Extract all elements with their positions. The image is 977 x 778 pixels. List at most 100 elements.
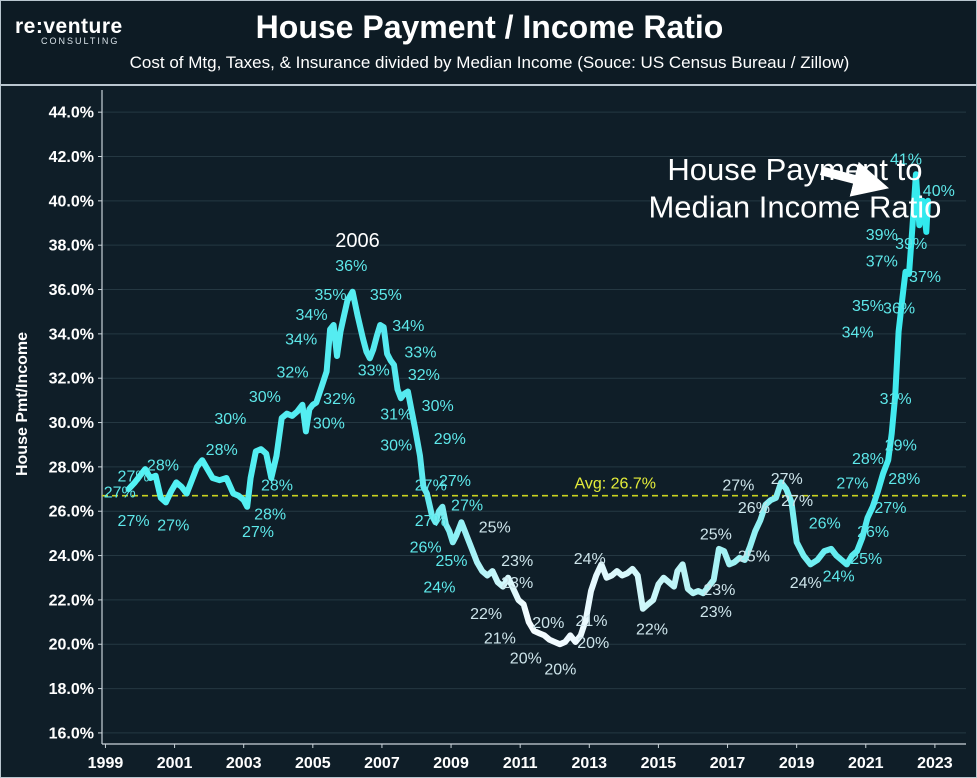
data-label: 30%: [249, 389, 281, 406]
y-tick-labels: 16.0% 18.0% 20.0% 22.0% 24.0% 26.0% 28.0% 30.0%…: [49, 105, 94, 743]
y-tick-label: 28.0%: [49, 459, 94, 476]
data-label: 27%: [118, 469, 150, 486]
data-label: 37%: [909, 269, 941, 286]
data-label: 25%: [479, 520, 511, 537]
reventure-logo: re:venture CONSULTING: [15, 15, 123, 46]
y-tick-label: 26.0%: [49, 504, 94, 521]
x-tick-label: 2023: [917, 755, 953, 772]
x-tick-label: 2013: [571, 755, 607, 772]
y-tick-label: 16.0%: [49, 725, 94, 742]
data-label: 35%: [852, 298, 884, 315]
x-tick-label: 2003: [226, 755, 262, 772]
data-label: 27%: [118, 513, 150, 530]
y-tick-label: 18.0%: [49, 681, 94, 698]
data-label: 27%: [415, 478, 447, 495]
data-label: 32%: [323, 391, 355, 408]
data-label: 23%: [501, 575, 533, 592]
chart-header: re:venture CONSULTING House Payment / In…: [1, 1, 976, 86]
data-label: 27%: [722, 478, 754, 495]
series-line-0: [125, 171, 931, 648]
data-label: 39%: [895, 236, 927, 253]
data-label: 26%: [410, 540, 442, 557]
x-tick-label: 2015: [641, 755, 677, 772]
annotation-text-1: Median Income Ratio: [648, 189, 941, 224]
data-label: 31%: [380, 407, 412, 424]
data-label: 25%: [436, 553, 468, 570]
axes: [101, 90, 966, 748]
data-label: 27%: [415, 513, 447, 530]
data-label: 21%: [484, 631, 516, 648]
x-tick-labels: 1999 2001 2003 2005 2007 2009 2011 2013 2015 2017…: [88, 755, 953, 772]
data-label: 28%: [147, 458, 179, 475]
data-label: 36%: [335, 258, 367, 275]
data-label: 30%: [380, 438, 412, 455]
data-label: 34%: [842, 325, 874, 342]
data-label: 20%: [510, 651, 542, 668]
data-label: 25%: [738, 549, 770, 566]
data-label: 27%: [874, 500, 906, 517]
data-label: 24%: [574, 551, 606, 568]
data-label: 27%: [451, 498, 483, 515]
data-label: 22%: [636, 622, 668, 639]
data-label: 32%: [277, 365, 309, 382]
x-tick-label: 2019: [779, 755, 815, 772]
average-label: Avg: 26.7%: [574, 476, 656, 493]
chart-title: House Payment / Income Ratio: [255, 9, 724, 45]
x-tick-label: 2001: [157, 755, 193, 772]
data-label: 20%: [544, 662, 576, 679]
data-label: 27%: [836, 475, 868, 492]
y-axis-label: House Pmt/Income: [14, 332, 31, 476]
data-label: 28%: [261, 478, 293, 495]
y-tick-label: 40.0%: [49, 193, 94, 210]
data-label: 28%: [206, 442, 238, 459]
data-label: 25%: [700, 526, 732, 543]
data-label: 30%: [313, 416, 345, 433]
data-label: 27%: [242, 524, 274, 541]
series-line: [125, 171, 931, 648]
data-label: 28%: [888, 471, 920, 488]
y-tick-label: 38.0%: [49, 238, 94, 255]
data-label: 22%: [470, 606, 502, 623]
data-label: 20%: [532, 615, 564, 632]
y-tick-label: 42.0%: [49, 149, 94, 166]
data-label: 34%: [392, 318, 424, 335]
data-label: 36%: [883, 300, 915, 317]
data-label: 25%: [850, 551, 882, 568]
x-tick-label: 2007: [364, 755, 400, 772]
data-label: 26%: [738, 500, 770, 517]
chart-subtitle: Cost of Mtg, Taxes, & Insurance divided …: [129, 53, 850, 72]
data-label: 27%: [104, 484, 136, 501]
y-tick-label: 20.0%: [49, 637, 94, 654]
x-tick-label: 2021: [848, 755, 884, 772]
data-label: 27%: [439, 473, 471, 490]
y-tick-label: 22.0%: [49, 592, 94, 609]
x-tick-label: 2011: [503, 755, 538, 772]
data-label: 35%: [315, 287, 347, 304]
data-label: 32%: [408, 367, 440, 384]
peak-year-label: 2006: [335, 230, 380, 252]
y-tick-label: 44.0%: [49, 105, 94, 122]
x-tick-label: 2005: [295, 755, 331, 772]
y-tick-label: 32.0%: [49, 371, 94, 388]
x-tick-label: 2009: [433, 755, 469, 772]
data-label: 33%: [404, 345, 436, 362]
logo-wordmark: re:venture: [15, 15, 123, 38]
data-label: 28%: [852, 451, 884, 468]
data-label: 33%: [358, 362, 390, 379]
data-label: 39%: [866, 227, 898, 244]
data-label: 37%: [866, 254, 898, 271]
data-label: 24%: [423, 580, 455, 597]
logo-tagline: CONSULTING: [41, 36, 120, 46]
data-label: 29%: [885, 438, 917, 455]
data-label: 29%: [434, 431, 466, 448]
y-tick-label: 36.0%: [49, 282, 94, 299]
data-label: 27%: [781, 493, 813, 510]
data-label: 26%: [857, 524, 889, 541]
annotation-arrow: [819, 161, 889, 197]
data-label: 30%: [214, 411, 246, 428]
data-label: 27%: [771, 471, 803, 488]
y-tick-label: 34.0%: [49, 326, 94, 343]
